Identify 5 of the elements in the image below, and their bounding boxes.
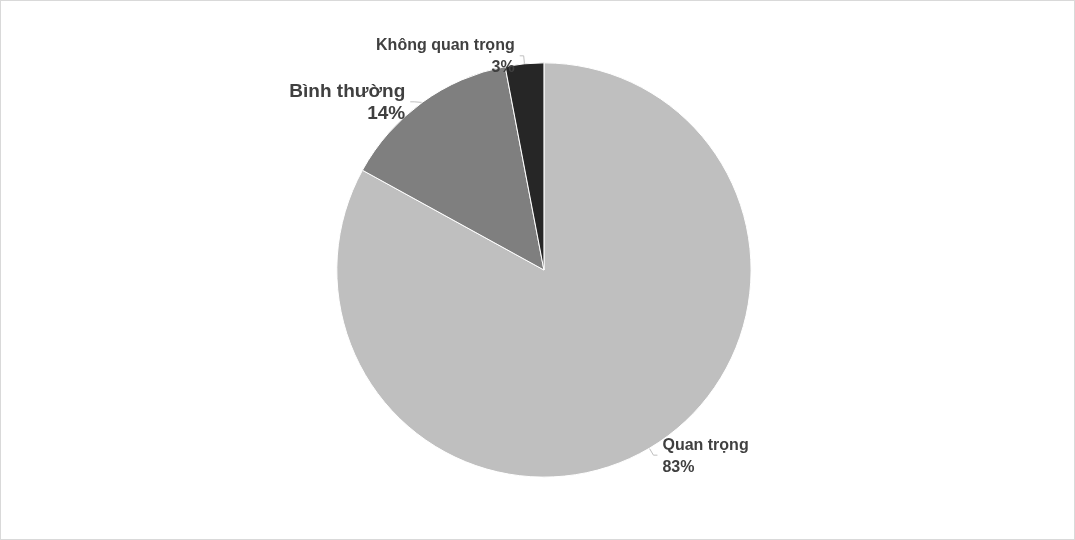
slice-label: Quan trọng [662, 435, 749, 453]
slice-label: Bình thường [289, 80, 406, 102]
data-label: 14% [367, 102, 406, 124]
slice-label: Không quan trọng [376, 36, 515, 54]
data-label: 83% [662, 457, 695, 475]
